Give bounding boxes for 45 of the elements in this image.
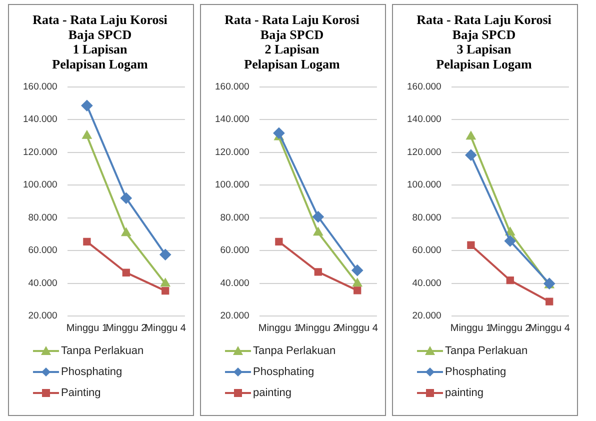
legend-label: Tanpa Perlakuan bbox=[61, 344, 144, 356]
chart-title: Rata - Rata Laju Korosi Baja SPCD 3 Lapisan Pelapisan Logam bbox=[416, 12, 552, 72]
x-tick-label: Minggu 1 bbox=[450, 322, 492, 334]
y-tick-label: 60.000 bbox=[28, 245, 58, 256]
y-tick-label: 60.000 bbox=[220, 245, 250, 256]
y-tick-label: 80.000 bbox=[28, 212, 58, 224]
x-tick-label: Minggu 4 bbox=[144, 322, 186, 334]
y-tick-label: 100.000 bbox=[406, 180, 442, 191]
y-tick-label: 160.000 bbox=[406, 81, 442, 92]
y-tick-label: 100.000 bbox=[22, 180, 58, 191]
y-tick-label: 140.000 bbox=[22, 114, 58, 126]
y-tick-label: 80.000 bbox=[220, 212, 250, 224]
y-tick-label: 80.000 bbox=[412, 212, 442, 224]
chart-title: Rata - Rata Laju Korosi Baja SPCD 2 Lapisan Pelapisan Logam bbox=[224, 12, 360, 72]
y-tick-label: 100.000 bbox=[214, 180, 250, 191]
y-tick-label: 20.000 bbox=[28, 310, 58, 322]
y-tick-label: 20.000 bbox=[220, 310, 250, 322]
legend-label: painting bbox=[253, 386, 292, 398]
x-tick-label: Minggu 2 bbox=[298, 322, 340, 334]
y-tick-label: 120.000 bbox=[406, 146, 442, 158]
y-tick-label: 40.000 bbox=[220, 278, 250, 289]
x-tick-label: Minggu 2 bbox=[490, 322, 532, 334]
legend-label: Phosphating bbox=[445, 366, 506, 378]
y-tick-label: 160.000 bbox=[22, 81, 58, 92]
y-tick-label: 40.000 bbox=[28, 278, 58, 289]
legend-label: Tanpa Perlakuan bbox=[253, 344, 336, 356]
y-tick-label: 120.000 bbox=[214, 146, 250, 158]
y-tick-label: 40.000 bbox=[412, 278, 442, 289]
chart-title: Rata - Rata Laju Korosi Baja SPCD 1 Lapisan Pelapisan Logam bbox=[32, 12, 168, 72]
y-tick-label: 120.000 bbox=[22, 146, 58, 158]
y-tick-label: 20.000 bbox=[412, 310, 442, 322]
legend-label: Phosphating bbox=[61, 366, 122, 378]
x-tick-label: Minggu 1 bbox=[66, 322, 108, 334]
y-tick-label: 140.000 bbox=[214, 114, 250, 126]
y-tick-label: 140.000 bbox=[406, 114, 442, 126]
x-tick-label: Minggu 2 bbox=[106, 322, 148, 334]
legend-label: Tanpa Perlakuan bbox=[445, 344, 528, 356]
x-tick-label: Minggu 1 bbox=[258, 322, 300, 334]
legend-label: painting bbox=[445, 386, 484, 398]
x-tick-label: Minggu 4 bbox=[528, 322, 570, 334]
x-tick-label: Minggu 4 bbox=[336, 322, 378, 334]
y-tick-label: 160.000 bbox=[214, 81, 250, 92]
legend-label: Phosphating bbox=[253, 366, 314, 378]
y-tick-label: 60.000 bbox=[412, 245, 442, 256]
legend-label: Painting bbox=[61, 386, 101, 398]
